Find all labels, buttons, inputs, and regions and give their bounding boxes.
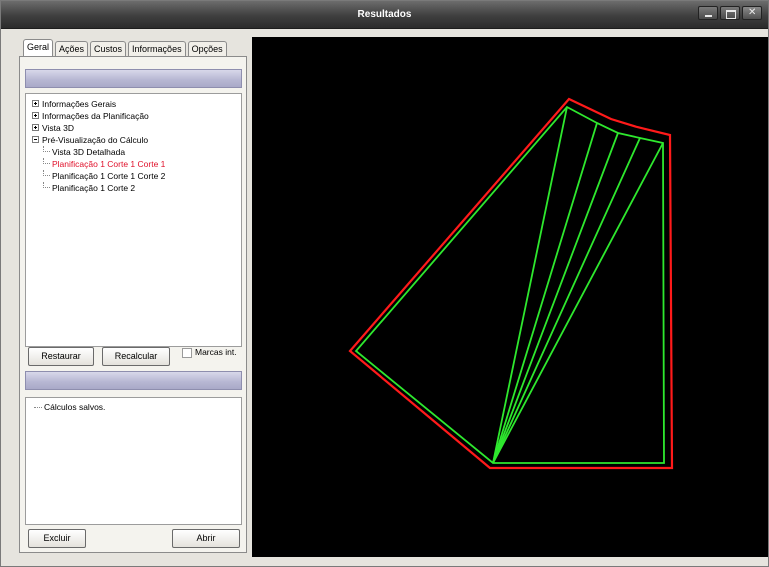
tab-page-geral: Informações Gerais Informações da Planif… [19,56,247,553]
delete-button[interactable]: Excluir [28,529,86,548]
saved-section-header [25,371,242,390]
flat-pattern-drawing [348,97,674,470]
left-panel: Geral Ações Custos Informações Opções In… [19,37,247,553]
title-bar[interactable]: Resultados [1,1,768,29]
tree-item-vista-3d[interactable]: Vista 3D [32,122,241,134]
status-bar [1,557,768,566]
expand-plus-icon[interactable] [32,124,39,132]
window-title: Resultados [357,9,412,20]
internal-marks-checkbox[interactable] [182,347,192,358]
fan-line [492,122,598,464]
tree-item-planificacao-1-corte-2[interactable]: Planificação 1 Corte 2 [32,182,241,194]
tree-item-vista-3d-detalhada[interactable]: Vista 3D Detalhada [32,146,241,158]
tree-item-planificacao-1-corte-1-corte-1[interactable]: Planificação 1 Corte 1 Corte 1 [32,158,241,170]
results-tree[interactable]: Informações Gerais Informações da Planif… [25,93,242,347]
tree-item-informacoes-planificacao[interactable]: Informações da Planificação [32,110,241,122]
expand-plus-icon[interactable] [32,100,39,108]
window-controls [698,6,762,20]
tree-item-informacoes-gerais[interactable]: Informações Gerais [32,98,241,110]
preview-viewport[interactable] [252,37,768,557]
recalculate-button[interactable]: Recalcular [102,347,170,366]
fan-line [492,106,568,464]
tab-geral[interactable]: Geral [23,39,54,58]
maximize-icon[interactable] [720,6,740,20]
fan-line [492,132,619,464]
saved-list-item[interactable]: Cálculos salvos. [32,401,241,413]
close-icon[interactable] [742,6,762,20]
tab-acoes[interactable]: Ações [55,41,89,57]
tree-section-header [25,69,242,88]
tab-informacoes[interactable]: Informações [128,41,186,57]
internal-marks-label: Marcas int. [195,347,237,357]
fan-line [492,142,664,464]
collapse-minus-icon[interactable] [32,136,39,144]
tree-item-pre-visualizacao[interactable]: Pré-Visualização do Cálculo [32,134,241,146]
expand-plus-icon[interactable] [32,112,39,120]
fan-line [492,137,641,464]
saved-calculations-list[interactable]: Cálculos salvos. [25,397,242,525]
fan-lines [492,106,664,464]
pattern-outline-red [348,97,674,470]
tab-strip: Geral Ações Custos Informações Opções [23,37,229,58]
minimize-icon[interactable] [698,6,718,20]
restore-button[interactable]: Restaurar [28,347,94,366]
tab-custos[interactable]: Custos [90,41,127,57]
internal-marks-option[interactable]: Marcas int. [182,347,237,358]
tree-item-planificacao-1-corte-1-corte-2[interactable]: Planificação 1 Corte 1 Corte 2 [32,170,241,182]
tab-opcoes[interactable]: Opções [187,41,227,57]
open-button[interactable]: Abrir [172,529,240,548]
